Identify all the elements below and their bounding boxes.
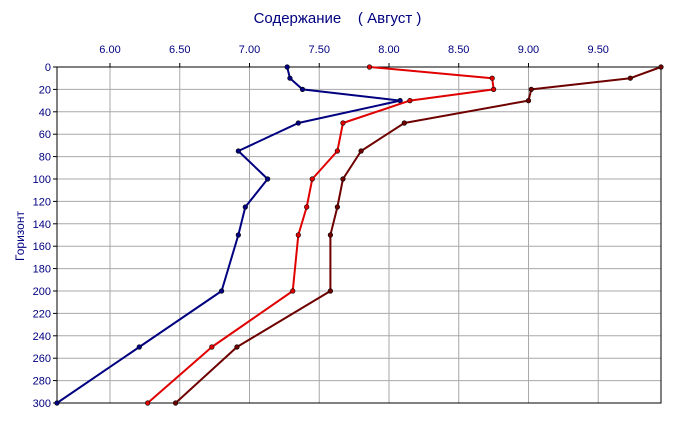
data-point — [295, 232, 301, 238]
data-point — [327, 288, 334, 294]
y-tick-label: 220 — [33, 308, 51, 320]
data-point — [489, 75, 495, 81]
data-point — [627, 75, 633, 81]
data-point — [525, 97, 532, 104]
y-tick-label: 140 — [33, 219, 51, 231]
data-point — [145, 400, 151, 406]
y-tick-label: 260 — [33, 353, 51, 365]
data-point — [304, 204, 310, 210]
data-point — [299, 86, 306, 92]
data-point — [235, 232, 241, 238]
data-point — [234, 344, 240, 350]
series-line — [174, 66, 662, 404]
data-point — [235, 148, 241, 154]
x-tick-label: 8.00 — [378, 44, 399, 56]
data-point — [340, 176, 346, 182]
y-tick-label: 80 — [39, 152, 51, 164]
x-tick-label: 7.50 — [309, 44, 330, 56]
data-point — [209, 344, 215, 350]
data-point — [491, 86, 497, 92]
data-point — [309, 176, 315, 182]
series-line — [56, 66, 402, 404]
y-tick-label: 120 — [33, 196, 51, 208]
data-point — [334, 204, 340, 210]
data-point — [54, 400, 60, 406]
data-point — [295, 120, 301, 126]
y-tick-label: 20 — [39, 84, 51, 96]
y-tick-label: 100 — [33, 174, 51, 186]
data-point — [407, 97, 413, 104]
plot-frame — [56, 66, 662, 404]
y-tick-label: 180 — [33, 264, 51, 276]
y-axis-title: Горизонт — [13, 211, 27, 261]
y-tick-label: 60 — [39, 129, 51, 141]
data-point — [327, 232, 334, 238]
data-point — [219, 288, 225, 294]
x-tick-label: 8.50 — [448, 44, 469, 56]
data-point — [397, 97, 403, 104]
data-point — [287, 75, 293, 81]
data-point — [136, 344, 142, 350]
data-point — [340, 120, 346, 126]
y-tick-label: 300 — [33, 398, 51, 410]
x-tick-label: 6.00 — [99, 44, 120, 56]
data-point — [290, 288, 296, 294]
data-point — [242, 204, 248, 210]
data-point — [658, 64, 664, 70]
data-point — [401, 120, 407, 126]
y-tick-label: 280 — [33, 376, 51, 388]
data-point — [358, 148, 364, 154]
y-tick-label: 200 — [33, 286, 51, 298]
data-point — [284, 64, 290, 70]
chart-title: Содержание ( Август ) — [253, 10, 422, 27]
y-tick-label: 40 — [39, 107, 51, 119]
x-tick-label: 7.00 — [239, 44, 260, 56]
data-point — [366, 64, 373, 70]
y-tick-label: 0 — [45, 62, 51, 74]
data-point — [172, 400, 179, 406]
data-point — [334, 148, 340, 154]
y-tick-label: 240 — [33, 331, 51, 343]
x-tick-label: 9.50 — [588, 44, 609, 56]
y-tick-label: 160 — [33, 241, 51, 253]
x-tick-label: 6.50 — [169, 44, 190, 56]
data-point — [528, 86, 534, 92]
x-tick-label: 9.00 — [518, 44, 539, 56]
data-point — [265, 176, 271, 182]
